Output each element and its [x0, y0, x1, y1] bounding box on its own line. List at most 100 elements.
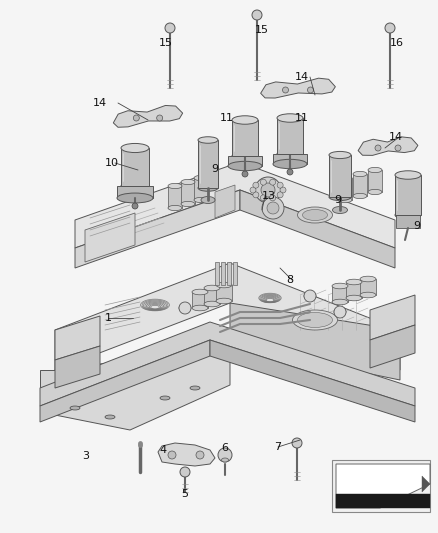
Polygon shape [121, 148, 149, 186]
Ellipse shape [329, 193, 351, 200]
Polygon shape [216, 285, 232, 301]
Polygon shape [396, 215, 420, 228]
Ellipse shape [360, 292, 376, 298]
Circle shape [218, 448, 232, 462]
Text: 7: 7 [275, 442, 282, 452]
Text: 13: 13 [262, 191, 276, 201]
Ellipse shape [117, 193, 153, 203]
Circle shape [261, 183, 275, 197]
Polygon shape [395, 175, 421, 215]
Text: 11: 11 [295, 113, 309, 123]
Circle shape [157, 115, 162, 121]
Polygon shape [215, 185, 235, 218]
Polygon shape [277, 118, 303, 154]
Circle shape [179, 302, 191, 314]
Polygon shape [117, 186, 153, 198]
Circle shape [132, 203, 138, 209]
Ellipse shape [353, 172, 367, 176]
Circle shape [270, 195, 276, 201]
Ellipse shape [297, 312, 332, 327]
Ellipse shape [168, 205, 182, 211]
Circle shape [385, 23, 395, 33]
Ellipse shape [232, 152, 258, 160]
Ellipse shape [368, 167, 382, 173]
Text: 16: 16 [390, 38, 404, 48]
Circle shape [280, 187, 286, 193]
Ellipse shape [297, 207, 332, 223]
Polygon shape [85, 213, 135, 262]
Ellipse shape [198, 185, 218, 191]
Text: 8: 8 [286, 275, 293, 285]
Polygon shape [360, 279, 376, 295]
Polygon shape [113, 106, 183, 127]
Ellipse shape [181, 201, 195, 207]
Ellipse shape [232, 116, 258, 124]
Text: 15: 15 [159, 38, 173, 48]
Circle shape [242, 171, 248, 177]
Ellipse shape [216, 298, 232, 304]
Polygon shape [228, 156, 262, 166]
Polygon shape [230, 303, 400, 380]
Ellipse shape [338, 197, 352, 203]
Circle shape [260, 179, 266, 185]
Ellipse shape [228, 161, 262, 171]
Ellipse shape [277, 150, 303, 158]
Polygon shape [353, 174, 367, 196]
Polygon shape [338, 178, 352, 200]
Polygon shape [204, 288, 220, 304]
Ellipse shape [201, 197, 215, 204]
Ellipse shape [121, 143, 149, 152]
Circle shape [168, 451, 176, 459]
Text: 6: 6 [222, 443, 229, 453]
Ellipse shape [168, 183, 182, 189]
Ellipse shape [334, 309, 346, 316]
Polygon shape [40, 322, 415, 406]
Polygon shape [273, 154, 307, 164]
Ellipse shape [222, 458, 229, 462]
Ellipse shape [198, 137, 218, 143]
Polygon shape [55, 263, 400, 370]
Polygon shape [75, 190, 240, 268]
Polygon shape [221, 262, 225, 285]
Polygon shape [40, 370, 55, 388]
Circle shape [270, 179, 276, 185]
Text: 9: 9 [212, 164, 219, 174]
Polygon shape [55, 345, 230, 430]
Ellipse shape [346, 279, 362, 285]
Polygon shape [346, 282, 362, 298]
Ellipse shape [293, 310, 338, 330]
Polygon shape [75, 162, 395, 248]
Polygon shape [194, 178, 208, 200]
Circle shape [395, 145, 401, 151]
Ellipse shape [332, 283, 348, 289]
Ellipse shape [121, 181, 149, 191]
Text: 15: 15 [255, 25, 269, 35]
Ellipse shape [395, 171, 421, 179]
Ellipse shape [192, 305, 208, 311]
Ellipse shape [360, 276, 376, 282]
Polygon shape [336, 494, 430, 508]
Polygon shape [261, 78, 336, 98]
Ellipse shape [160, 396, 170, 400]
Text: 14: 14 [93, 98, 107, 108]
Ellipse shape [273, 159, 307, 168]
Circle shape [165, 23, 175, 33]
Circle shape [255, 177, 281, 203]
Ellipse shape [346, 295, 362, 301]
Ellipse shape [192, 289, 208, 295]
Circle shape [253, 182, 259, 188]
Circle shape [253, 192, 259, 198]
Text: 4: 4 [159, 445, 166, 455]
Polygon shape [358, 137, 418, 156]
Ellipse shape [190, 386, 200, 390]
Polygon shape [332, 460, 430, 512]
Circle shape [277, 192, 283, 198]
Ellipse shape [179, 304, 191, 311]
Text: 5: 5 [181, 489, 188, 499]
Circle shape [180, 467, 190, 477]
Circle shape [304, 290, 316, 302]
Ellipse shape [181, 180, 195, 184]
Ellipse shape [304, 293, 316, 300]
Ellipse shape [194, 175, 208, 181]
Text: 14: 14 [389, 132, 403, 142]
